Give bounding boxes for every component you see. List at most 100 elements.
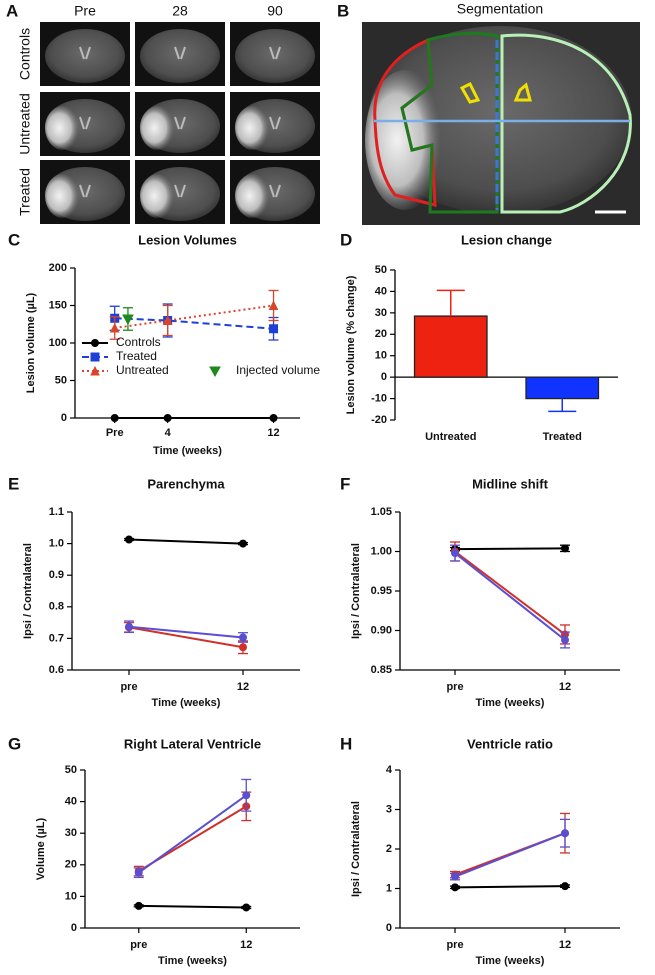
outline-ipsi xyxy=(400,31,499,214)
chart-panel: F Midline shift Ipsi / Contralateral Time (… xyxy=(340,474,620,709)
y-tick-label: 30 xyxy=(65,827,77,839)
chart-title: Midline shift xyxy=(472,476,549,491)
x-tick-label: 12 xyxy=(559,939,571,951)
segmentation-image: B Segmentation xyxy=(337,1,640,225)
y-tick-label: 0 xyxy=(381,371,387,383)
marker xyxy=(90,352,100,362)
x-axis-label: Time (weeks) xyxy=(152,697,221,709)
chart-title: Parenchyma xyxy=(147,476,225,491)
y-tick-label: 10 xyxy=(375,350,387,362)
y-tick-label: -20 xyxy=(371,414,387,426)
marker xyxy=(90,365,100,376)
lesion xyxy=(235,174,271,218)
y-axis-label: Ipsi / Contralateral xyxy=(22,543,34,639)
series-line xyxy=(128,625,244,639)
ventricles xyxy=(174,46,186,60)
marker xyxy=(242,791,251,800)
chart-panel: D Lesion change Lesion volume (% change) -2… xyxy=(340,230,618,443)
y-tick-label: 3 xyxy=(386,803,392,815)
series-line xyxy=(454,547,566,551)
ventricles xyxy=(269,116,281,130)
lesion xyxy=(45,106,81,150)
marker xyxy=(561,544,569,553)
row-label: Controls xyxy=(17,28,33,80)
y-tick-label: 40 xyxy=(375,285,387,297)
y-axis-label: Ipsi / Contralateral xyxy=(350,801,362,897)
y-tick-label: 50 xyxy=(55,374,67,386)
row-label: Untreated xyxy=(17,93,33,154)
x-axis-label: Time (weeks) xyxy=(153,445,222,457)
marker xyxy=(122,314,134,326)
chart-title: Lesion change xyxy=(461,232,552,247)
y-tick-label: 20 xyxy=(375,328,387,340)
marker xyxy=(209,366,221,378)
chart-title: Right Lateral Ventricle xyxy=(124,736,261,751)
brain xyxy=(235,29,315,83)
column-label: Pre xyxy=(74,3,96,19)
series-line xyxy=(128,626,244,649)
panel-letter: G xyxy=(8,734,21,753)
lesion xyxy=(45,174,81,218)
x-axis-label: Time (weeks) xyxy=(476,697,545,709)
y-tick-label: 1.05 xyxy=(371,506,392,518)
column-label: 90 xyxy=(267,3,283,19)
marker xyxy=(125,535,133,544)
panel-letter: F xyxy=(340,474,350,493)
x-tick-label: pre xyxy=(446,681,463,693)
marker xyxy=(91,339,99,347)
y-tick-label: 0.90 xyxy=(371,624,392,636)
marker xyxy=(239,633,247,642)
x-tick-label: 4 xyxy=(165,427,172,439)
y-tick-label: 1 xyxy=(386,882,392,894)
marker xyxy=(239,539,247,548)
marker xyxy=(451,549,459,558)
y-tick-label: 0.8 xyxy=(49,601,64,613)
row-label: Treated xyxy=(17,168,33,216)
marker xyxy=(239,643,247,652)
panel-letter: C xyxy=(8,230,20,249)
chart-panel: G Right Lateral Ventricle Volume (µL) Time … xyxy=(8,734,300,967)
x-axis-label: Time (weeks) xyxy=(476,955,545,967)
series-line xyxy=(138,794,247,874)
y-tick-label: 200 xyxy=(49,262,67,274)
y-tick-label: 0.95 xyxy=(371,585,392,597)
x-tick-label: pre xyxy=(120,681,137,693)
x-tick-label: 12 xyxy=(267,427,279,439)
panel-letter: D xyxy=(340,230,352,249)
chart-panel: E Parenchyma Ipsi / Contralateral Time (wee… xyxy=(8,474,300,709)
brain xyxy=(45,29,125,83)
y-axis-label: Volume (µL) xyxy=(35,817,47,880)
ventricles xyxy=(174,116,186,130)
y-tick-label: 0.9 xyxy=(49,569,64,581)
ventricle xyxy=(513,82,532,102)
marker xyxy=(451,872,459,881)
image-title: Segmentation xyxy=(457,1,543,17)
chart-title: Lesion Volumes xyxy=(138,232,237,247)
y-tick-label: -10 xyxy=(371,392,387,404)
y-axis-label: Ipsi / Contralateral xyxy=(350,543,362,639)
y-tick-label: 1.0 xyxy=(49,538,64,550)
marker xyxy=(269,414,278,422)
series-line xyxy=(454,550,566,636)
x-tick-label: 12 xyxy=(559,681,571,693)
ventricles xyxy=(269,46,281,60)
y-tick-label: 1.00 xyxy=(371,545,392,557)
marker xyxy=(242,903,251,912)
series-line xyxy=(114,304,274,329)
lesion xyxy=(235,106,271,150)
y-tick-label: 0 xyxy=(386,922,392,934)
x-tick-label: Pre xyxy=(106,427,124,439)
y-tick-label: 100 xyxy=(49,337,67,349)
series-line xyxy=(138,904,247,909)
panel-letter: H xyxy=(340,734,352,753)
outline-contra xyxy=(500,33,632,214)
y-tick-label: 0.7 xyxy=(49,632,64,644)
x-axis-label: Time (weeks) xyxy=(158,955,227,967)
column-label: 28 xyxy=(172,3,188,19)
ventricles xyxy=(174,184,186,198)
marker xyxy=(268,300,279,310)
x-tick-label: Untreated xyxy=(425,431,476,443)
y-tick-label: 0 xyxy=(71,922,77,934)
series-line xyxy=(128,538,244,545)
legend-label: Controls xyxy=(116,335,161,349)
